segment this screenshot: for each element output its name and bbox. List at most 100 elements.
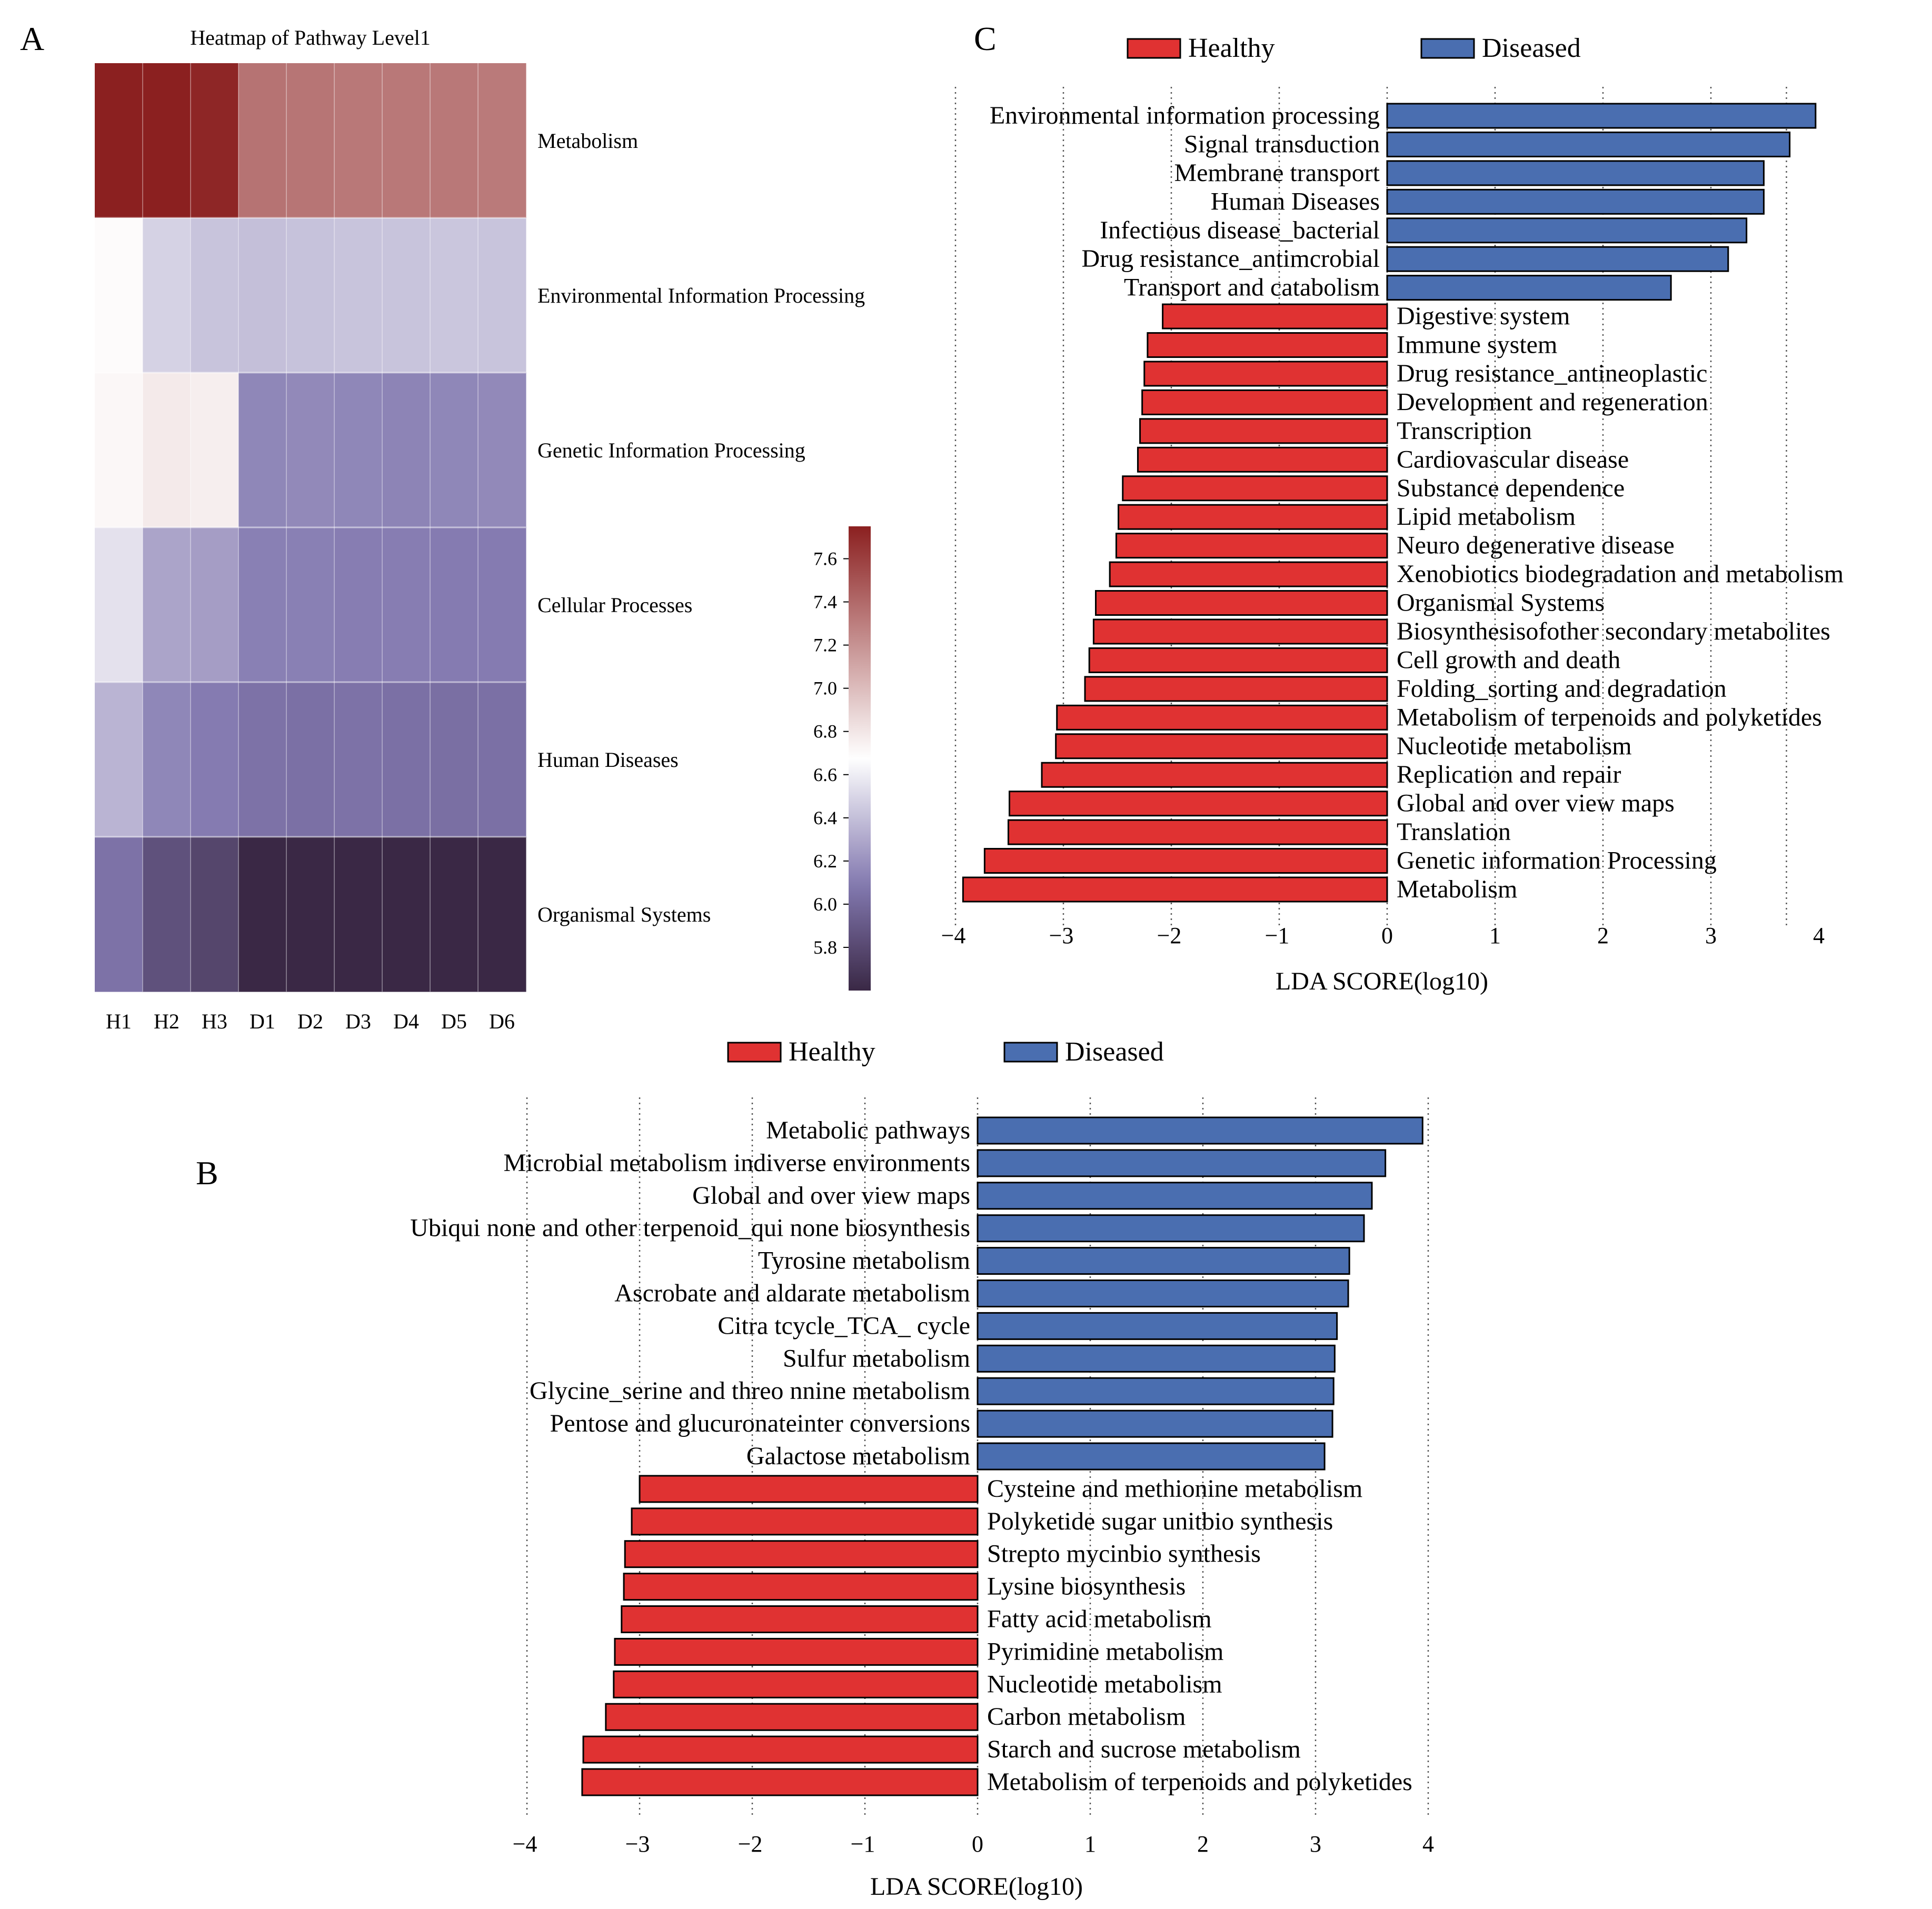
bar-transcription [1139,418,1388,444]
bar-label: Carbon metabolism [987,1703,1186,1731]
legend-swatch-healthy [727,1042,782,1063]
bar-organismal-systems [1095,590,1388,616]
bar-label: Cell growth and death [1397,646,1620,674]
legend-swatch-diseased [1003,1042,1058,1063]
bar-transport-and-catabolism [1386,275,1672,301]
x-tick-label: 3 [1705,923,1717,948]
x-tick-label: −3 [1049,923,1074,948]
heatmap-column-label: H3 [202,1010,227,1033]
heatmap-cell [478,63,526,218]
bar-label: Ubiqui none and other terpenoid_qui none… [410,1214,970,1242]
bar-xenobiotics-biodegradation-and-metabolism [1109,561,1388,587]
heatmap-cell [286,218,335,373]
heatmap-cell [382,837,431,992]
panel-label-c: C [974,20,997,57]
bar-immune-system [1147,332,1388,358]
bar-strepto-mycinbio-synthesis [624,1540,979,1568]
x-tick-label: 4 [1422,1831,1434,1857]
colorbar [849,526,871,991]
bar-label: Development and regeneration [1397,388,1708,416]
heatmap-cell [382,682,431,837]
bar-label: Genetic information Processing [1397,847,1717,875]
heatmap-cell [430,527,479,683]
bar-citra-tcycle-tca-cycle [977,1312,1338,1340]
x-tick-label: 0 [972,1831,983,1857]
bar-membrane-transport [1386,160,1765,186]
bar-biosynthesisofother-secondary-metabolites [1092,618,1388,645]
bar-label: Glycine_serine and threo nnine metabolis… [530,1377,970,1405]
bar-label: Metabolism of terpenoids and polyketides [987,1768,1412,1796]
bar-label: Neuro degenerative disease [1397,532,1675,559]
x-tick-label: 3 [1310,1831,1321,1857]
x-tick-label: 4 [1813,923,1825,948]
heatmap-cell [430,218,479,373]
colorbar-tick-label: 7.6 [813,548,837,569]
legend-swatch-healthy [1127,38,1181,59]
heatmap-cell [334,527,383,683]
bar-label: Global and over view maps [692,1182,970,1210]
bar-microbial-metabolism-indiverse-environments [977,1149,1387,1177]
bar-carbon-metabolism [605,1703,979,1731]
bar-label: Cysteine and methionine metabolism [987,1475,1362,1503]
legend-label-healthy: Healthy [1188,33,1275,63]
heatmap-cell [191,373,239,528]
bar-label: Folding_sorting and degradation [1397,675,1727,703]
bar-folding-sorting-and-degradation [1084,676,1388,702]
heatmap-cell [430,682,479,837]
bar-tyrosine-metabolism [977,1247,1350,1275]
heatmap-row-label: Environmental Information Processing [537,284,865,307]
heatmap-cell [143,373,191,528]
bar-label: Environmental information processing [990,102,1380,129]
heatmap-row-label: Human Diseases [537,748,679,772]
bar-sulfur-metabolism [977,1344,1336,1373]
heatmap-cell [478,218,526,373]
colorbar-tick-label: 6.0 [813,894,837,915]
heatmap-cell [191,218,239,373]
bar-drug-resistance-antineoplastic [1143,361,1388,387]
x-tick-label: −3 [625,1831,650,1857]
legend-swatch-diseased [1420,38,1475,59]
bar-label: Pentose and glucuronateinter conversions [550,1410,970,1437]
bar-ubiqui-none-and-other-terpenoid-qui-none-biosynthesis [977,1214,1365,1243]
panel-label-b: B [196,1154,218,1192]
legend-label-diseased: Diseased [1482,33,1581,63]
bar-development-and-regeneration [1141,389,1388,415]
heatmap-cell [382,63,431,218]
heatmap-column-label: D5 [441,1010,467,1033]
bar-label: Substance dependence [1397,474,1625,502]
heatmap-cell [334,373,383,528]
heatmap-cell [334,837,383,992]
heatmap-cell [143,837,191,992]
bar-label: Infectious disease_bacterial [1100,216,1380,244]
panel-label-a: A [20,20,44,57]
bar-label: Drug resistance_antimcrobial [1082,245,1380,273]
heatmap-cell [238,373,287,528]
heatmap-cell [191,527,239,683]
heatmap-cell [143,63,191,218]
x-tick-label: −4 [513,1831,537,1857]
bar-pyrimidine-metabolism [614,1637,979,1666]
bar-label: Replication and repair [1397,761,1621,788]
heatmap-column-label: D6 [489,1010,515,1033]
heatmap-column-label: D1 [250,1010,275,1033]
heatmap-cell [238,837,287,992]
x-tick-label: −1 [1265,923,1290,948]
heatmap-cell [478,837,526,992]
colorbar-tick-label: 6.6 [813,764,837,785]
bar-label: Galactose metabolism [746,1442,970,1470]
bar-label: Xenobiotics biodegradation and metabolis… [1397,560,1844,588]
heatmap-cell [95,218,143,373]
bar-replication-and-repair [1041,762,1388,788]
bar-metabolism [962,876,1388,903]
heatmap-cell [95,373,143,528]
bar-lysine-biosynthesis [623,1573,979,1601]
x-axis-title: LDA SCORE(log10) [1276,967,1488,995]
bar-global-and-over-view-maps [1009,791,1388,817]
x-tick-label: −2 [738,1831,763,1857]
bar-label: Pyrimidine metabolism [987,1637,1223,1665]
bar-label: Biosynthesisofother secondary metabolite… [1397,617,1830,645]
heatmap-cell [191,63,239,218]
colorbar-tick-label: 7.2 [813,635,837,656]
bar-global-and-over-view-maps [977,1182,1373,1210]
